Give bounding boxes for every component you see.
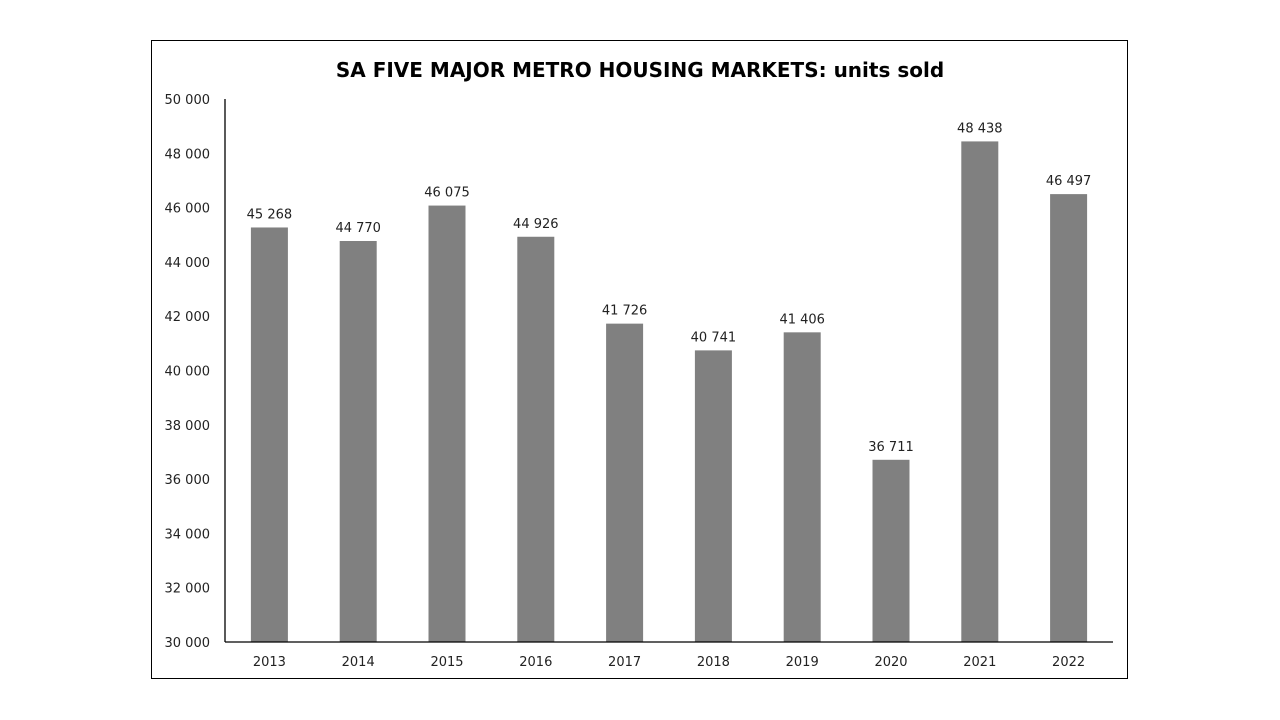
y-tick-label: 40 000 — [165, 365, 211, 380]
data-label: 41 726 — [602, 304, 648, 319]
data-label: 41 406 — [779, 312, 825, 327]
y-tick-label: 44 000 — [165, 256, 211, 271]
x-tick-label: 2019 — [786, 655, 819, 670]
y-tick-label: 42 000 — [165, 310, 211, 325]
x-tick-label: 2016 — [519, 655, 552, 670]
bar-2014 — [339, 240, 377, 642]
bar-2020 — [872, 459, 910, 642]
y-tick-label: 46 000 — [165, 202, 211, 217]
bar-2019 — [783, 332, 821, 642]
x-tick-label: 2014 — [342, 655, 375, 670]
x-tick-label: 2020 — [874, 655, 907, 670]
x-tick-label: 2021 — [963, 655, 996, 670]
bar-2016 — [517, 236, 555, 642]
bar-2021 — [961, 141, 999, 642]
x-tick-label: 2013 — [253, 655, 286, 670]
bar-2018 — [694, 350, 732, 642]
y-tick-label: 34 000 — [165, 527, 211, 542]
bar-2022 — [1050, 194, 1088, 642]
bar-2013 — [250, 227, 288, 642]
y-tick-label: 38 000 — [165, 419, 211, 434]
chart-title: SA FIVE MAJOR METRO HOUSING MARKETS: uni… — [336, 58, 944, 82]
y-tick-label: 48 000 — [165, 147, 211, 162]
bar-2017 — [606, 323, 644, 642]
data-label: 44 770 — [335, 221, 381, 236]
data-label: 48 438 — [957, 121, 1003, 136]
x-tick-label: 2018 — [697, 655, 730, 670]
data-label: 40 741 — [691, 330, 737, 345]
data-label: 46 497 — [1046, 174, 1092, 189]
data-label: 45 268 — [247, 207, 293, 222]
data-label: 46 075 — [424, 186, 470, 201]
y-tick-label: 36 000 — [165, 473, 211, 488]
x-tick-label: 2017 — [608, 655, 641, 670]
y-tick-label: 30 000 — [165, 636, 211, 651]
y-tick-label: 50 000 — [165, 93, 211, 108]
x-tick-label: 2022 — [1052, 655, 1085, 670]
data-label: 36 711 — [868, 440, 914, 455]
x-tick-label: 2015 — [430, 655, 463, 670]
data-label: 44 926 — [513, 217, 559, 232]
bar-2015 — [428, 205, 466, 642]
y-tick-label: 32 000 — [165, 582, 211, 597]
chart-frame — [151, 40, 1128, 679]
